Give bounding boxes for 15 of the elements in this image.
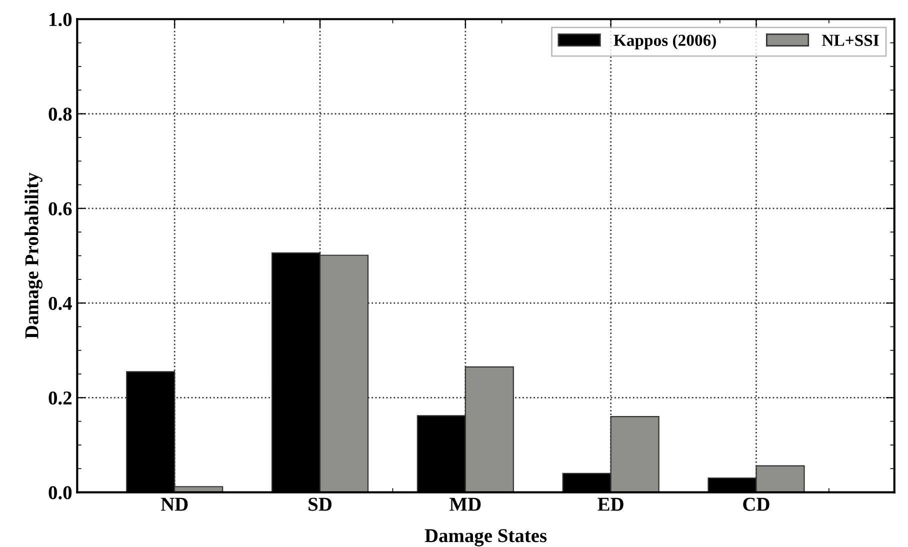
x-tick-label: CD [743, 498, 770, 511]
legend-label: NL+SSI [822, 34, 879, 46]
y-tick-label: 0.6 [48, 202, 72, 216]
y-tick-label: 0.4 [48, 296, 72, 310]
y-tick-label: 1.0 [50, 12, 72, 26]
x-tick-label: ED [598, 498, 624, 511]
y-axis-title: Damage Probability [24, 172, 42, 339]
legend-label: Kappos (2006) [614, 34, 716, 50]
x-tick-label: MD [450, 498, 481, 511]
y-tick-label: 0.8 [48, 108, 72, 121]
x-axis-title: Damage States [424, 529, 547, 546]
x-tick-label: SD [308, 498, 332, 511]
y-tick-label: 0.0 [48, 486, 72, 500]
x-tick-label: ND [160, 498, 188, 511]
y-tick-label: 0.2 [48, 391, 72, 405]
